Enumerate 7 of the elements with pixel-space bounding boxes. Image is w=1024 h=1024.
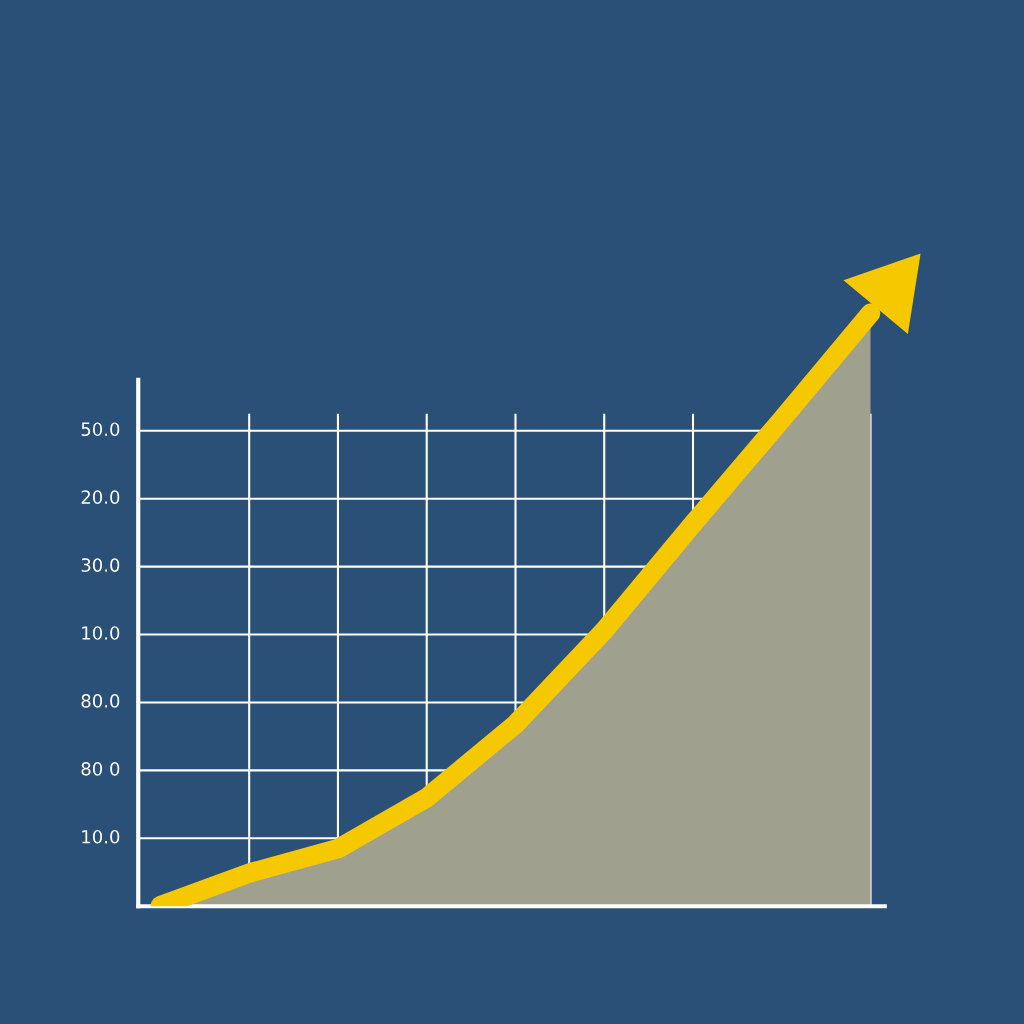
text: 50.0 (81, 422, 120, 437)
text: 20.0 (81, 490, 120, 504)
text: 80 0 (81, 761, 120, 776)
text: 10.0 (82, 829, 120, 844)
text: 10.0 (82, 626, 120, 640)
text: 30.0 (81, 558, 120, 572)
text: 80.0 (81, 694, 120, 708)
